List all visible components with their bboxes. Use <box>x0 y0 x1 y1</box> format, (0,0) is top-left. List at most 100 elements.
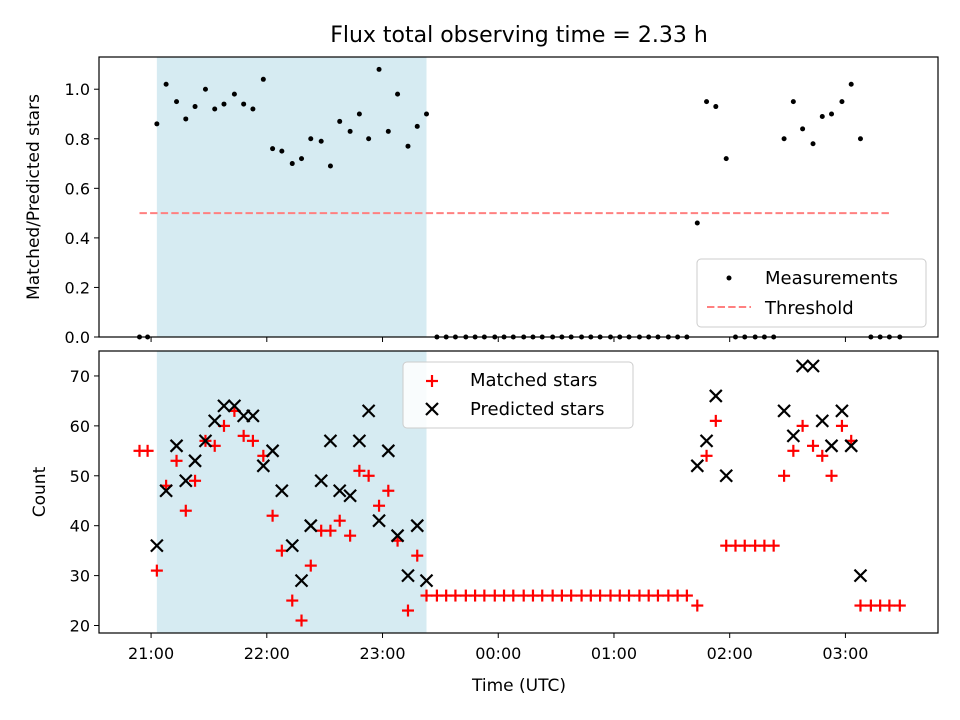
y-tick-label: 0.6 <box>65 179 90 198</box>
predicted-star-point <box>709 389 723 403</box>
matched-star-point <box>807 439 820 452</box>
measurement-point <box>221 101 227 107</box>
matched-star-point <box>304 559 317 572</box>
measurement-point <box>829 111 835 117</box>
measurement-point <box>704 99 710 105</box>
predicted-star-point <box>419 573 434 588</box>
matched-star-point <box>835 419 848 432</box>
matched-star-point <box>333 514 346 527</box>
predicted-star-point <box>835 404 849 418</box>
matched-star-point <box>700 449 713 462</box>
measurement-point <box>414 123 420 129</box>
predicted-star-point <box>372 513 386 528</box>
measurement-point <box>694 220 700 226</box>
x-tick-label: 22:00 <box>244 644 290 663</box>
measurement-point <box>327 163 333 169</box>
predicted-star-point <box>207 414 222 428</box>
measurement-point <box>260 76 266 82</box>
matched-star-point <box>237 429 250 442</box>
predicted-star-point <box>294 573 309 588</box>
matched-star-point <box>344 529 357 542</box>
matched-star-point <box>401 604 414 617</box>
matched-star-point <box>150 564 163 577</box>
matched-star-point <box>286 594 299 607</box>
shaded-region <box>156 57 427 337</box>
y-tick-label: 0.0 <box>65 328 90 347</box>
predicted-star-point <box>332 483 347 498</box>
measurement-point <box>395 91 401 97</box>
predicted-star-point <box>169 439 184 453</box>
matched-star-point <box>796 419 809 432</box>
measurement-point <box>270 146 276 152</box>
matched-star-point <box>266 509 279 522</box>
measurement-point <box>154 121 160 127</box>
measurement-point <box>713 104 719 110</box>
matched-star-point <box>411 549 424 562</box>
measurement-point <box>174 99 180 105</box>
measurement-point <box>366 136 372 142</box>
measurement-point <box>405 143 411 149</box>
matched-star-point <box>594 589 607 602</box>
matched-star-point <box>362 469 375 482</box>
predicted-star-point <box>217 399 231 413</box>
matched-star-point <box>893 599 906 612</box>
predicted-star-point <box>795 359 810 373</box>
measurement-point <box>848 81 854 87</box>
legend-marker-matched <box>426 375 438 387</box>
predicted-star-point <box>806 359 820 373</box>
plot-frame <box>98 56 939 338</box>
y-tick-label: 0.2 <box>65 278 90 297</box>
y-tick-label: 40 <box>70 517 90 536</box>
predicted-star-point <box>390 528 405 543</box>
measurement-point <box>800 126 806 132</box>
y-tick-label: 70 <box>70 367 90 386</box>
y-tick-label: 30 <box>70 567 90 586</box>
x-tick-label: 02:00 <box>707 644 753 663</box>
matched-star-point <box>507 589 520 602</box>
measurement-point <box>781 136 787 142</box>
predicted-star-point <box>275 483 289 498</box>
predicted-star-point <box>323 434 338 448</box>
measurement-point <box>299 156 305 162</box>
legend-label-threshold: Threshold <box>764 298 854 319</box>
y-tick-label: 0.4 <box>65 229 90 248</box>
matched-star-point <box>883 599 896 612</box>
measurement-point <box>723 156 729 162</box>
legend-label-matched: Matched stars <box>470 370 597 391</box>
predicted-star-point <box>256 459 271 473</box>
measurement-point <box>423 111 429 117</box>
measurement-point <box>790 99 796 105</box>
measurement-point <box>857 136 863 142</box>
legend-label-measurements: Measurements <box>765 268 898 289</box>
matched-star-point <box>787 444 800 457</box>
matched-star-point <box>854 599 867 612</box>
measurement-point <box>839 99 845 105</box>
predicted-star-point <box>401 568 415 583</box>
measurement-point <box>308 136 314 142</box>
predicted-star-point <box>314 473 328 488</box>
predicted-star-point <box>188 454 202 468</box>
legend: Matched stars Predicted stars <box>402 361 634 429</box>
y-tick-label: 0.8 <box>65 130 90 149</box>
bottom-panel: 20 30 40 50 60 70 21:00 22:00 23:00 00:00 01:00 02… <box>30 350 939 696</box>
matched-star-point <box>373 499 386 512</box>
predicted-star-point <box>159 483 173 498</box>
matched-star-point <box>478 589 491 602</box>
legend-marker-predicted <box>425 402 439 416</box>
predicted-star-point <box>246 409 260 423</box>
matched-star-point <box>738 539 751 552</box>
measurement-point <box>318 138 324 144</box>
x-axis-label: Time (UTC) <box>471 676 566 696</box>
matched-star-point <box>295 614 308 627</box>
predicted-star-point <box>786 429 801 443</box>
predicted-star-point <box>381 444 396 458</box>
matched-star-point <box>189 474 202 487</box>
measurement-point <box>202 86 208 92</box>
predicted-star-point <box>285 538 300 553</box>
measurement-point <box>385 128 391 134</box>
predicted-star-point <box>150 538 164 553</box>
matched-star-point <box>141 444 154 457</box>
y-axis-label: Count <box>30 466 50 517</box>
matched-star-point <box>536 589 549 602</box>
shaded-region <box>156 351 427 633</box>
